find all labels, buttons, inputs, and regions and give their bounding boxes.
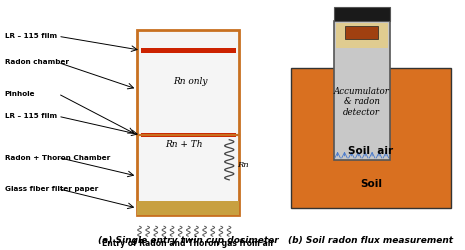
Bar bbox=[137, 30, 239, 215]
Text: Rn: Rn bbox=[237, 161, 249, 169]
Text: Glass fiber filter paper: Glass fiber filter paper bbox=[5, 186, 98, 192]
Text: Entry of Radon and Thoron gas from air: Entry of Radon and Thoron gas from air bbox=[102, 239, 274, 248]
Bar bbox=[141, 48, 236, 52]
Bar bbox=[336, 22, 388, 48]
Bar bbox=[137, 201, 239, 215]
Bar bbox=[291, 68, 451, 207]
Bar bbox=[334, 21, 390, 160]
Text: Soil: Soil bbox=[360, 179, 382, 189]
Text: Accumulator
& radon
detector: Accumulator & radon detector bbox=[334, 87, 390, 117]
Bar bbox=[345, 26, 378, 39]
Text: (a) Single entry twin cup dosimeter: (a) Single entry twin cup dosimeter bbox=[98, 236, 279, 245]
Text: Pinhole: Pinhole bbox=[5, 91, 35, 97]
Text: LR – 115 film: LR – 115 film bbox=[5, 33, 57, 39]
Text: Radon + Thoron Chamber: Radon + Thoron Chamber bbox=[5, 154, 110, 160]
Text: Rn + Th: Rn + Th bbox=[166, 140, 203, 149]
Bar bbox=[334, 8, 390, 21]
Text: Soil  air: Soil air bbox=[348, 146, 393, 156]
Text: LR – 115 film: LR – 115 film bbox=[5, 113, 57, 119]
Text: (b) Soil radon flux measurement: (b) Soil radon flux measurement bbox=[288, 236, 453, 245]
Bar bbox=[141, 133, 236, 137]
Text: Rn only: Rn only bbox=[173, 77, 207, 86]
Text: Radon chamber: Radon chamber bbox=[5, 60, 69, 66]
